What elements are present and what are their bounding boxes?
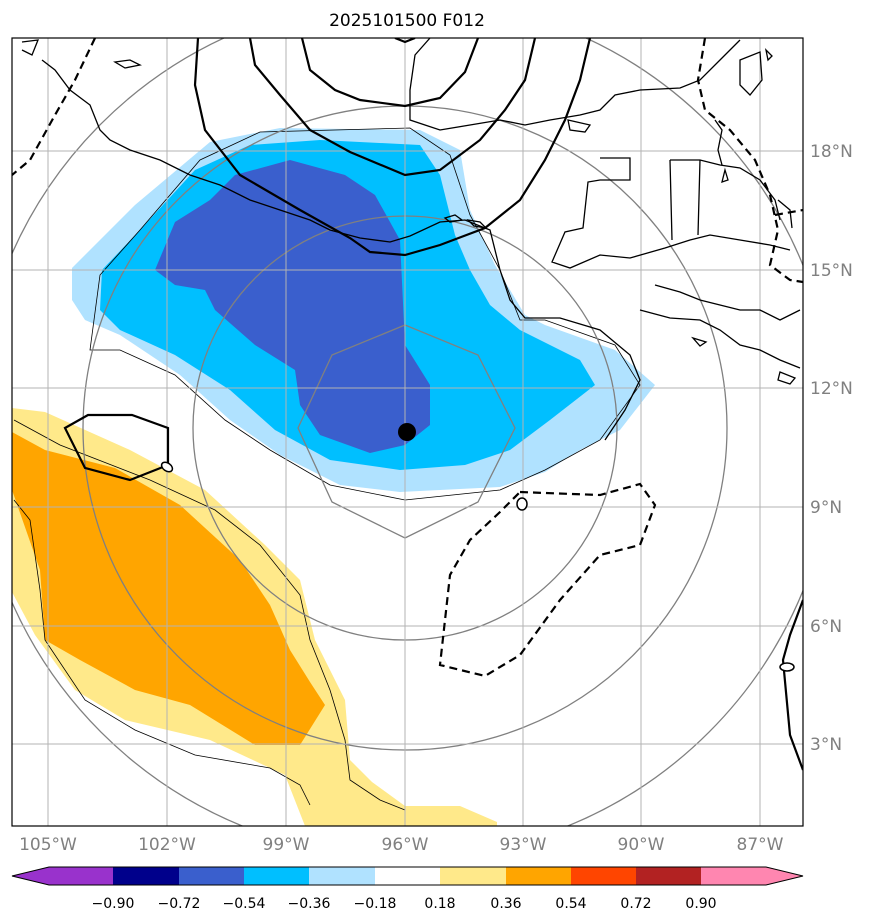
longitude-labels: 105°W 102°W 99°W 96°W 93°W 90°W 87°W <box>19 835 784 855</box>
solid-contours <box>63 38 803 771</box>
colorbar-segment <box>179 867 244 885</box>
dashed-contours <box>12 38 803 678</box>
colorbar-tick-label: 0.36 <box>490 896 521 912</box>
colorbar-extend-high <box>766 867 803 885</box>
colorbar-tick-label: 0.90 <box>685 896 716 912</box>
colorbar-segment <box>244 867 309 885</box>
lat-label-6n: 6°N <box>810 617 842 637</box>
colorbar: −0.90 −0.72 −0.54 −0.36 −0.18 0.18 0.36 … <box>11 866 804 912</box>
map-frame <box>11 37 804 827</box>
colorbar-tick-label: 0.18 <box>424 896 455 912</box>
colorbar-segment <box>636 867 701 885</box>
latitude-labels: 18°N 15°N 12°N 9°N 6°N 3°N <box>810 142 853 755</box>
lon-label-99w: 99°W <box>263 835 310 855</box>
colorbar-tick-label: −0.90 <box>92 896 135 912</box>
colorbar-segment <box>506 867 571 885</box>
colorbar-segment <box>375 867 440 885</box>
colorbar-segment <box>309 867 375 885</box>
colorbar-tick-label: −0.18 <box>354 896 397 912</box>
lon-label-90w: 90°W <box>618 835 665 855</box>
colorbar-segment <box>113 867 179 885</box>
positive-anomaly-mid <box>12 432 325 745</box>
colorbar-segment <box>571 867 636 885</box>
colorbar-tick-label: −0.36 <box>288 896 331 912</box>
lon-label-102w: 102°W <box>138 835 196 855</box>
lon-label-105w: 105°W <box>19 835 77 855</box>
colorbar-tick-label: −0.54 <box>223 896 266 912</box>
map-plot-area <box>12 38 803 826</box>
colorbar-tick-label: 0.72 <box>620 896 651 912</box>
lat-label-15n: 15°N <box>810 261 853 281</box>
colorbar-segment <box>440 867 506 885</box>
lat-label-9n: 9°N <box>810 498 842 518</box>
lat-label-18n: 18°N <box>810 142 853 162</box>
colorbar-segment <box>49 867 113 885</box>
lat-label-3n: 3°N <box>810 735 842 755</box>
map-title: 2025101500 F012 <box>329 11 485 31</box>
coastline <box>21 38 801 441</box>
lat-label-12n: 12°N <box>810 379 853 399</box>
lon-label-93w: 93°W <box>500 835 547 855</box>
lon-label-96w: 96°W <box>382 835 429 855</box>
negative-anomaly-dark <box>155 160 430 453</box>
colorbar-tick-label: 0.54 <box>555 896 586 912</box>
colorbar-segment <box>701 867 766 885</box>
colorbar-extend-low <box>12 867 49 885</box>
colorbar-tick-label: −0.72 <box>158 896 201 912</box>
storm-center-marker <box>398 423 416 441</box>
lon-label-87w: 87°W <box>737 835 784 855</box>
